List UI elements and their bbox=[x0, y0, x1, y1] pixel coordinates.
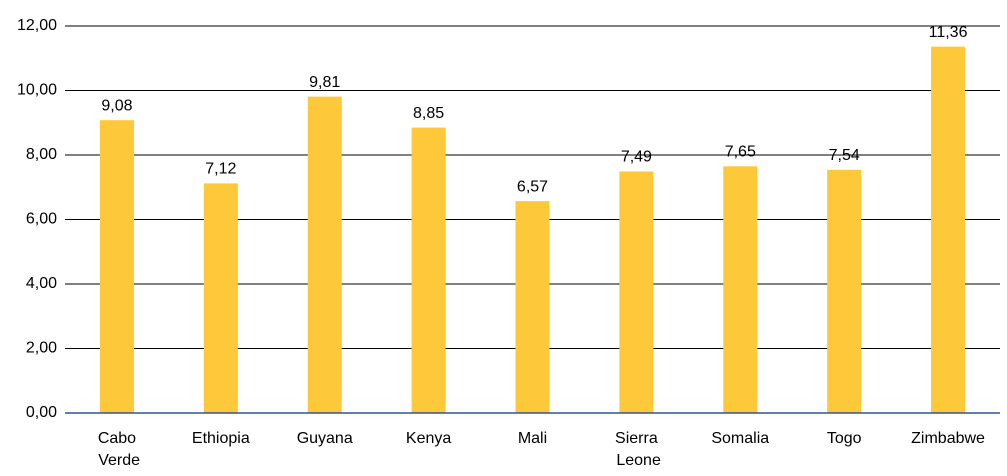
y-tick-label: 2,00 bbox=[26, 340, 57, 357]
bar bbox=[411, 127, 446, 414]
bar bbox=[99, 120, 134, 414]
x-tick-label: Guyana bbox=[297, 430, 353, 447]
bar bbox=[723, 166, 758, 413]
y-tick-label: 6,00 bbox=[26, 211, 57, 228]
value-label: 7,49 bbox=[621, 149, 652, 166]
bar bbox=[619, 171, 654, 413]
bar bbox=[931, 46, 966, 413]
bar bbox=[203, 183, 238, 413]
x-tick-label: Togo bbox=[827, 430, 862, 447]
x-tick-label: Zimbabwe bbox=[911, 430, 985, 447]
value-label: 9,08 bbox=[101, 97, 132, 114]
x-tick-label: Ethiopia bbox=[192, 430, 250, 447]
bar bbox=[827, 169, 862, 413]
value-label: 11,36 bbox=[929, 24, 968, 41]
x-tick-label: Kenya bbox=[406, 430, 451, 447]
y-tick-label: 8,00 bbox=[26, 146, 57, 163]
y-tick-label: 0,00 bbox=[26, 404, 57, 421]
value-label: 7,12 bbox=[205, 161, 236, 178]
x-tick-label: Somalia bbox=[711, 430, 769, 447]
value-label: 7,65 bbox=[725, 144, 756, 161]
y-tick-label: 4,00 bbox=[26, 275, 57, 292]
value-label: 7,54 bbox=[829, 147, 860, 164]
value-label: 6,57 bbox=[517, 178, 548, 195]
x-tick-label: Cabo Verde bbox=[94, 430, 140, 469]
y-tick-label: 10,00 bbox=[17, 82, 57, 99]
bar bbox=[307, 96, 342, 413]
x-tick-label: Mali bbox=[518, 430, 547, 447]
y-tick-label: 12,00 bbox=[17, 17, 57, 34]
x-tick-label: Sierra Leone bbox=[612, 430, 661, 469]
value-label: 8,85 bbox=[413, 105, 444, 122]
value-label: 9,81 bbox=[309, 74, 340, 91]
bar bbox=[515, 201, 550, 413]
